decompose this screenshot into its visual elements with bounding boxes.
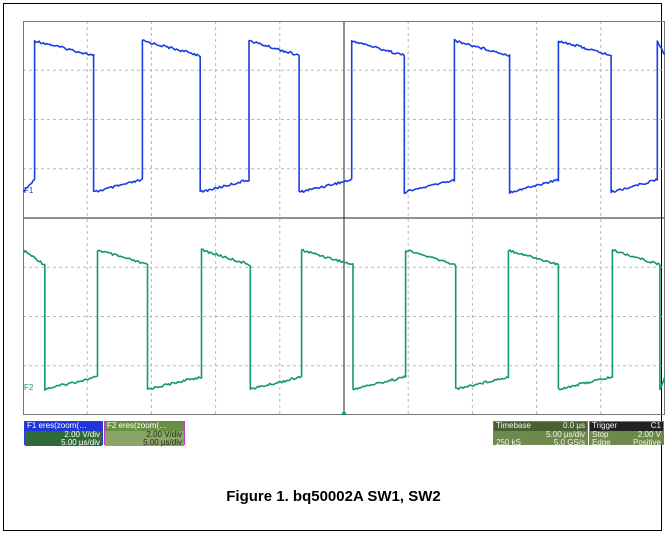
trigger-type: Edge bbox=[592, 437, 611, 447]
trigger-marker-icon bbox=[341, 410, 347, 415]
trigger-level: 2.00 V bbox=[637, 430, 661, 439]
trigger-box[interactable]: Trigger C1 Stop 2.00 V Edge Positive bbox=[589, 421, 664, 447]
figure-caption: Figure 1. bq50002A SW1, SW2 bbox=[226, 488, 441, 505]
f1-vdiv: 2.00 V/div bbox=[64, 430, 100, 439]
f1-channel-box[interactable]: F1 eres(zoom(… 2.00 V/div 5.00 µs/div bbox=[24, 421, 103, 447]
timebase-tdiv: 5.00 µs/div bbox=[546, 430, 585, 439]
f1-header: F1 eres(zoom(… bbox=[25, 422, 102, 431]
trace-label-f2: F2 bbox=[24, 383, 34, 392]
timebase-rate: 5.0 GS/s bbox=[553, 437, 585, 447]
trigger-mode: Stop bbox=[592, 430, 609, 439]
trace-f2 bbox=[23, 248, 665, 391]
f2-tdiv: 5.00 µs/div bbox=[143, 437, 182, 447]
trace-f1 bbox=[23, 38, 665, 195]
trigger-slope: Positive bbox=[632, 437, 661, 447]
timebase-label: Timebase bbox=[496, 422, 531, 430]
figure-frame: F1 F2 F1 eres(zoom(… 2.00 V/div 5.00 µs/d… bbox=[3, 3, 665, 531]
timebase-box[interactable]: Timebase 0.0 µs 5.00 µs/div 250 kS 5.0 G… bbox=[493, 421, 588, 447]
f2-channel-box[interactable]: F2 eres(zoom(… 2.00 V/div 5.00 µs/div bbox=[104, 421, 185, 447]
trace-label-f1: F1 bbox=[24, 186, 34, 195]
trigger-channel: C1 bbox=[650, 422, 661, 430]
timebase-samples: 250 kS bbox=[496, 437, 521, 447]
oscilloscope-screen: F1 F2 bbox=[23, 21, 665, 415]
f2-vdiv: 2.00 V/div bbox=[146, 430, 182, 439]
f2-header: F2 eres(zoom(… bbox=[105, 422, 184, 431]
timebase-delay: 0.0 µs bbox=[563, 422, 585, 430]
trigger-label: Trigger bbox=[592, 422, 618, 430]
f1-tdiv: 5.00 µs/div bbox=[61, 437, 100, 447]
